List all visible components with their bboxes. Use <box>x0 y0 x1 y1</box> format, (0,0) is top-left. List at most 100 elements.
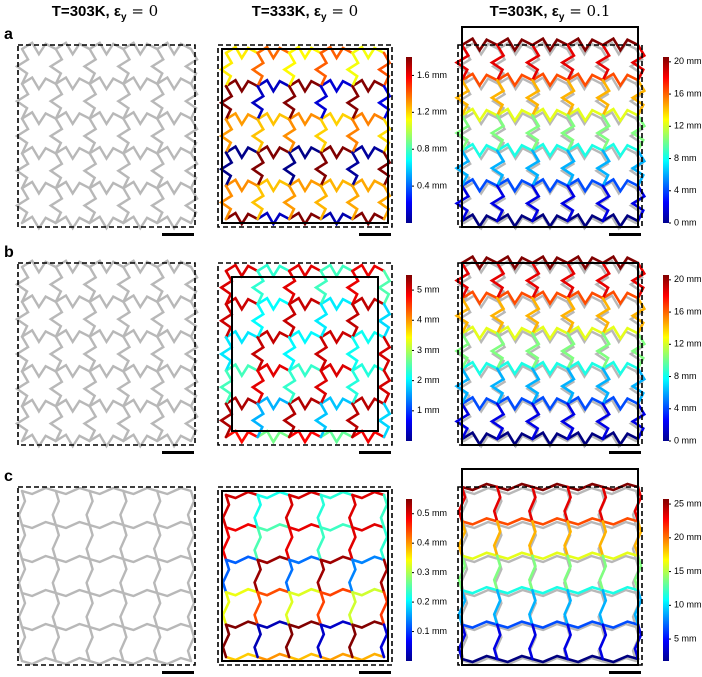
lattice-strut <box>14 117 30 155</box>
lattice-strut <box>595 296 611 335</box>
lattice-strut <box>489 43 506 82</box>
lattice-strut <box>116 370 132 408</box>
lattice-strut <box>379 623 389 659</box>
lattice-strut <box>351 362 386 379</box>
lattice-strut <box>566 554 603 564</box>
deformed-outline <box>221 490 389 662</box>
lattice-strut <box>531 551 569 561</box>
lattice-strut <box>224 111 259 127</box>
lattice-strut <box>566 142 605 159</box>
lattice-strut <box>287 652 323 662</box>
lattice-strut <box>54 656 91 666</box>
lattice-strut <box>601 36 640 53</box>
lattice-strut <box>595 78 611 117</box>
lattice-strut <box>492 554 502 592</box>
lattice-strut <box>460 654 499 664</box>
lattice-strut <box>454 78 471 117</box>
lattice-strut <box>156 145 193 161</box>
lattice-strut <box>351 263 386 279</box>
lattice-strut <box>282 184 297 221</box>
lattice-strut <box>256 144 291 161</box>
lattice-strut <box>566 75 603 92</box>
lattice-strut <box>51 625 61 663</box>
lattice-strut <box>186 523 196 561</box>
lattice-strut <box>48 117 64 155</box>
lattice-strut <box>88 363 125 379</box>
lattice <box>457 482 643 664</box>
lattice-strut <box>559 149 576 188</box>
lattice-strut <box>598 520 608 558</box>
lattice-strut <box>218 302 234 339</box>
lattice-strut <box>489 261 506 300</box>
lattice-strut <box>460 36 499 53</box>
lattice-strut <box>462 398 500 414</box>
lattice-strut <box>256 78 291 94</box>
lattice-strut <box>88 486 125 496</box>
lattice-strut <box>566 656 603 666</box>
lattice-strut <box>345 151 360 188</box>
lattice-strut <box>256 263 291 279</box>
lattice-strut <box>524 367 541 406</box>
lattice-strut <box>531 517 569 526</box>
lattice-strut <box>495 551 534 561</box>
header-suffix: = 0 <box>127 2 159 20</box>
lattice-strut <box>218 269 234 306</box>
colorbar <box>663 275 669 441</box>
lattice-strut <box>20 554 57 564</box>
lattice-strut <box>221 623 231 659</box>
lattice-strut <box>224 555 259 565</box>
lattice-strut <box>253 493 262 529</box>
lattice-strut <box>313 269 329 306</box>
lattice-strut <box>345 184 360 221</box>
lattice-strut <box>601 654 640 664</box>
lattice-strut <box>559 332 576 370</box>
lattice-strut <box>460 325 499 342</box>
lattice-strut <box>601 325 640 342</box>
lattice-strut <box>313 336 329 372</box>
lattice-strut <box>156 433 193 449</box>
lattice-strut <box>48 335 64 373</box>
lattice-strut <box>122 656 159 666</box>
colorbar-label: 1 mm <box>417 405 440 415</box>
lattice-strut <box>250 151 266 188</box>
lattice-strut <box>313 51 329 88</box>
lattice-strut <box>82 152 98 190</box>
lattice-strut <box>566 328 603 345</box>
lattice <box>14 41 199 231</box>
scale-bar <box>609 233 641 236</box>
lattice-strut <box>256 178 291 194</box>
lattice-strut <box>122 215 159 231</box>
lattice-strut <box>376 402 392 439</box>
lattice-strut <box>224 329 259 345</box>
lattice-strut <box>595 402 611 441</box>
lattice-strut <box>566 398 603 414</box>
lattice-strut <box>253 558 262 594</box>
lattice-strut <box>20 486 57 496</box>
colorbar-label: 20 mm <box>674 274 702 284</box>
lattice-strut <box>256 329 291 345</box>
lattice-strut <box>287 144 323 161</box>
lattice-strut <box>495 290 534 306</box>
colorbar-label: 0 mm <box>674 435 697 445</box>
lattice-strut <box>497 363 534 379</box>
lattice-strut <box>48 405 64 443</box>
lattice-strut <box>319 144 354 161</box>
lattice-strut <box>250 369 266 406</box>
lattice-strut <box>17 489 27 527</box>
lattice-strut <box>152 625 162 663</box>
lattice-strut <box>379 493 389 529</box>
scale-bar <box>359 451 391 454</box>
lattice-strut <box>20 110 57 127</box>
lattice-strut <box>256 296 291 312</box>
lattice-strut <box>116 405 132 443</box>
lattice-strut <box>156 180 193 196</box>
lattice-strut <box>454 43 471 82</box>
lattice-strut <box>250 51 266 88</box>
lattice-strut <box>149 152 165 190</box>
lattice-strut <box>531 177 569 194</box>
lattice-strut <box>319 652 354 662</box>
lattice-strut <box>460 290 499 306</box>
lattice-strut <box>495 177 534 194</box>
lattice-strut <box>460 107 499 124</box>
lattice-strut <box>319 263 354 279</box>
